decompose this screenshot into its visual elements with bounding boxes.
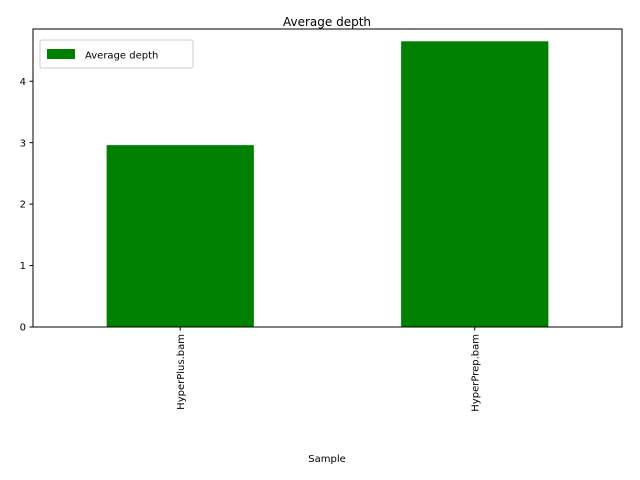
x-tick-label: HyperPrep.bam	[470, 334, 481, 412]
legend-box	[39, 39, 194, 69]
legend-label: Average depth	[85, 51, 158, 62]
chart-title: Average depth	[283, 15, 371, 29]
y-tick-label: 2	[20, 200, 26, 211]
y-axis: 0 1 2 3 4	[20, 77, 33, 334]
x-axis: HyperPlus.bam HyperPrep.bam	[176, 327, 481, 412]
bar-HyperPlus.bam	[106, 145, 254, 327]
legend: Average depth	[39, 39, 194, 69]
y-tick-label: 0	[20, 323, 26, 334]
y-tick-label: 4	[20, 77, 26, 88]
plot-area: 0 1 2 3 4 HyperPlus.bam HyperPrep.bam	[20, 28, 623, 412]
bar-HyperPrep.bam	[401, 41, 549, 327]
legend-swatch	[47, 49, 75, 59]
y-tick-label: 1	[20, 261, 26, 272]
x-tick-label: HyperPlus.bam	[176, 334, 187, 410]
bars-layer	[106, 41, 549, 327]
axes-frame	[32, 28, 623, 328]
x-axis-label: Sample	[308, 454, 346, 465]
y-tick-label: 3	[20, 138, 26, 149]
